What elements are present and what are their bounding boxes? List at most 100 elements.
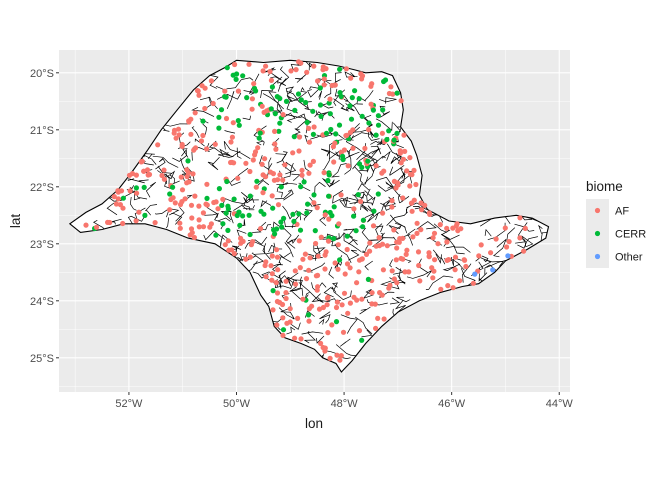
- municipality-border: [389, 259, 393, 268]
- municipality-border: [293, 128, 303, 137]
- municipality-border: [175, 207, 185, 222]
- point-af: [185, 170, 191, 176]
- point-af: [334, 299, 340, 305]
- point-af: [280, 315, 286, 321]
- point-af: [356, 269, 362, 275]
- point-cerr: [337, 257, 343, 263]
- municipality-border: [375, 176, 394, 189]
- point-cerr: [331, 204, 337, 210]
- point-af: [189, 215, 195, 221]
- point-af: [273, 280, 279, 286]
- point-cerr: [277, 120, 283, 126]
- municipality-border: [356, 143, 367, 161]
- point-af: [345, 310, 351, 316]
- point-af: [252, 149, 259, 155]
- point-cerr: [278, 184, 284, 190]
- point-af: [375, 315, 381, 321]
- point-af: [251, 81, 257, 87]
- point-af: [411, 167, 417, 173]
- point-af: [247, 254, 253, 260]
- x-axis-title: lon: [305, 416, 323, 431]
- point-af: [126, 172, 133, 178]
- point-cerr: [270, 205, 276, 211]
- municipality-border: [262, 243, 271, 260]
- municipality-border: [242, 115, 252, 121]
- municipality-border: [506, 227, 516, 242]
- municipality-border: [157, 165, 173, 174]
- point-af: [407, 171, 414, 177]
- municipality-border: [287, 234, 300, 244]
- point-af: [293, 281, 299, 287]
- point-af: [274, 247, 280, 253]
- municipality-border: [286, 92, 307, 114]
- point-af: [302, 251, 308, 257]
- municipality-border: [389, 297, 401, 305]
- point-af: [200, 132, 206, 139]
- municipality-border: [340, 314, 358, 334]
- point-af: [306, 306, 312, 312]
- municipality-border: [442, 263, 461, 271]
- point-af: [322, 252, 328, 258]
- municipality-border: [390, 156, 402, 164]
- municipality-border: [332, 190, 351, 204]
- point-cerr: [301, 179, 307, 185]
- point-af: [461, 257, 467, 263]
- point-af: [493, 236, 499, 242]
- point-af: [455, 228, 461, 234]
- point-cerr: [253, 88, 259, 94]
- point-af: [107, 219, 113, 226]
- point-cerr: [333, 131, 339, 137]
- point-af: [296, 134, 303, 140]
- point-cerr: [356, 96, 362, 102]
- municipality-border: [289, 276, 302, 292]
- point-af: [293, 67, 299, 73]
- municipality-border: [385, 174, 413, 188]
- municipality-border: [274, 190, 292, 200]
- point-af: [402, 269, 408, 275]
- point-af: [395, 182, 401, 188]
- point-af: [404, 168, 410, 174]
- municipality-border: [280, 302, 295, 319]
- municipality-border: [290, 287, 304, 300]
- municipality-border: [361, 201, 373, 213]
- point-af: [406, 269, 412, 275]
- point-af: [168, 196, 174, 203]
- point-af: [488, 250, 494, 256]
- point-cerr: [337, 90, 343, 96]
- point-af: [300, 296, 306, 302]
- municipality-border: [322, 151, 330, 170]
- point-af: [269, 193, 275, 199]
- point-af: [321, 170, 327, 176]
- point-af: [476, 253, 482, 259]
- municipality-border: [152, 155, 179, 168]
- point-af: [517, 235, 523, 241]
- municipality-border: [130, 196, 137, 211]
- municipality-border: [370, 145, 382, 155]
- municipality-border: [375, 118, 393, 132]
- point-cerr: [234, 71, 240, 77]
- point-af: [179, 187, 186, 193]
- point-af: [391, 276, 397, 282]
- municipality-border: [354, 166, 363, 191]
- municipality-border: [360, 196, 376, 206]
- point-af: [303, 276, 310, 282]
- point-af: [202, 105, 208, 112]
- point-cerr: [247, 193, 253, 199]
- point-af: [243, 256, 249, 262]
- point-af: [315, 253, 321, 259]
- point-cerr: [298, 184, 304, 190]
- point-af: [359, 73, 366, 79]
- point-cerr: [337, 66, 343, 72]
- municipality-border: [303, 331, 316, 344]
- point-af: [193, 145, 199, 151]
- point-af: [394, 280, 400, 286]
- municipality-border: [390, 152, 401, 163]
- municipality-border: [145, 182, 156, 198]
- municipality-border: [286, 94, 298, 102]
- point-af: [259, 103, 265, 109]
- municipality-border: [294, 73, 307, 83]
- municipality-border: [182, 148, 189, 158]
- point-af: [228, 139, 234, 145]
- point-af: [517, 215, 523, 221]
- point-af: [260, 190, 266, 196]
